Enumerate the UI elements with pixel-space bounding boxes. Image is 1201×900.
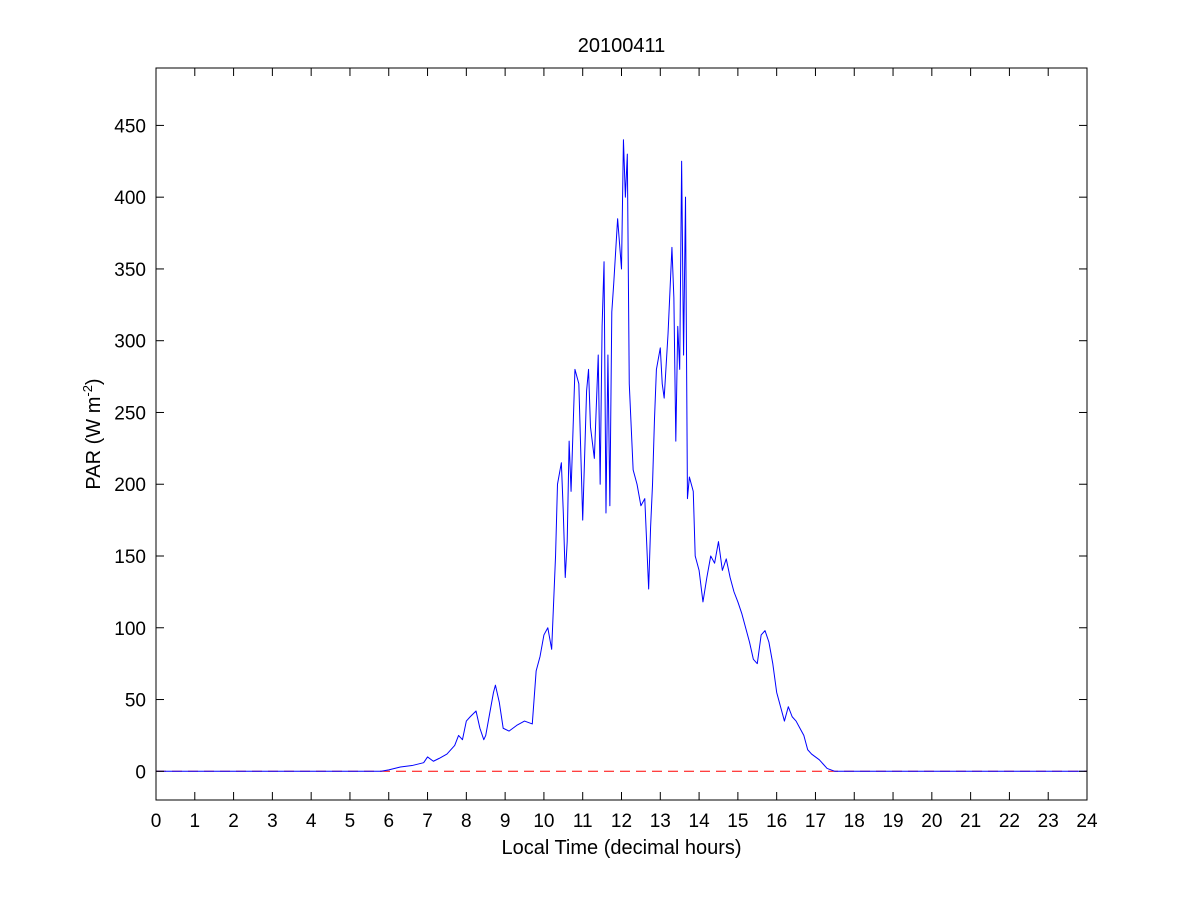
x-tick-label: 23 [1038, 811, 1059, 832]
y-tick-label: 100 [114, 619, 146, 640]
x-tick-label: 5 [345, 811, 356, 832]
y-axis-label-superscript: -2 [80, 385, 95, 397]
y-tick-label: 50 [125, 691, 146, 712]
x-tick-label: 0 [151, 811, 162, 832]
axes-box [155, 67, 1088, 801]
plot-area [156, 68, 1087, 800]
x-tick-label: 11 [573, 811, 593, 832]
x-tick-label: 2 [228, 811, 239, 832]
y-axis-label-close: ) [83, 378, 105, 385]
y-tick-label: 400 [114, 188, 146, 209]
x-tick-label: 19 [882, 811, 903, 832]
y-tick-label: 350 [114, 260, 146, 281]
x-tick-label: 13 [650, 811, 671, 832]
x-tick-label: 15 [727, 811, 748, 832]
x-tick-label: 10 [533, 811, 554, 832]
chart-title: 20100411 [578, 35, 666, 57]
x-tick-label: 8 [461, 811, 472, 832]
y-tick-label: 150 [114, 547, 146, 568]
y-tick-label: 200 [114, 475, 146, 496]
x-tick-label: 12 [611, 811, 632, 832]
x-tick-label: 4 [306, 811, 317, 832]
plot-background [156, 68, 1087, 800]
y-tick-label: 250 [114, 403, 146, 424]
x-tick-label: 14 [689, 811, 711, 832]
x-tick-label: 7 [422, 811, 433, 832]
x-tick-label: 9 [500, 811, 511, 832]
x-tick-label: 6 [383, 811, 394, 832]
x-tick-label: 18 [844, 811, 865, 832]
x-tick-label: 20 [921, 811, 942, 832]
y-tick-label: 0 [135, 762, 146, 783]
x-tick-label: 22 [999, 811, 1020, 832]
x-tick-label: 3 [267, 811, 278, 832]
x-tick-label: 21 [960, 811, 981, 832]
x-tick-label: 1 [190, 811, 201, 832]
x-axis-label: Local Time (decimal hours) [501, 837, 741, 859]
y-tick-label: 300 [114, 332, 146, 353]
x-tick-label: 16 [766, 811, 787, 832]
y-tick-label: 450 [114, 116, 146, 137]
y-axis-label: PAR (W m-2) [80, 378, 105, 489]
ticks-layer: 0 1 2 3 4 5 6 7 8 9 10 11 12 13 14 15 16 17 18 19 20 21 22 23 24… [114, 68, 1098, 832]
series-line-par [156, 139, 1087, 772]
x-tick-label: 24 [1076, 811, 1098, 832]
series-layer [156, 139, 1087, 772]
x-tick-label: 17 [805, 811, 826, 832]
y-axis-label-main: PAR (W m [83, 397, 105, 490]
